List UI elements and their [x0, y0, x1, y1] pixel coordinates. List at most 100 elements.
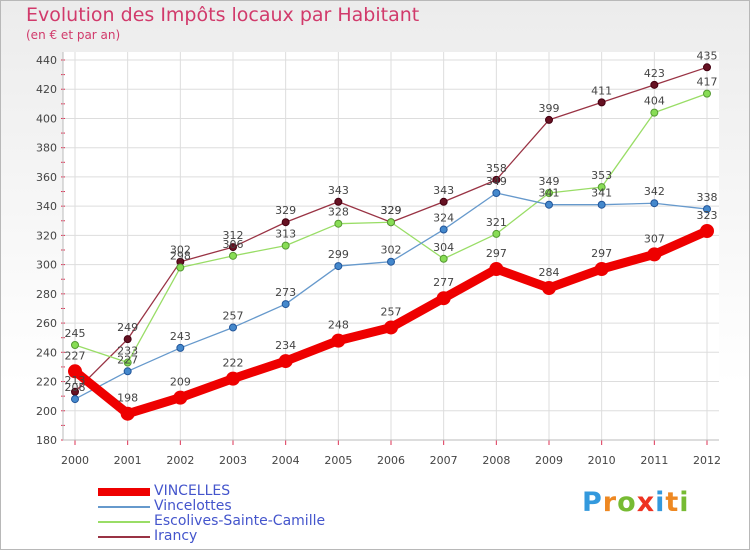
data-point — [650, 199, 659, 208]
x-tick-label: 2007 — [430, 454, 458, 467]
y-tick-label: 340 — [36, 200, 57, 213]
data-label: 404 — [644, 95, 665, 108]
data-label: 297 — [486, 247, 507, 260]
data-point — [597, 200, 606, 209]
chart-title: Evolution des Impôts locaux par Habitant — [26, 4, 420, 26]
data-point — [71, 341, 79, 349]
data-point — [71, 395, 79, 404]
data-label: 234 — [275, 339, 296, 352]
data-point — [123, 358, 132, 367]
x-tick-label: 2003 — [219, 454, 247, 467]
data-label: 213 — [65, 374, 86, 387]
legend-swatch — [98, 521, 150, 523]
x-tick-label: 2010 — [588, 454, 616, 467]
data-label: 329 — [381, 204, 402, 217]
data-label: 341 — [591, 187, 612, 200]
x-tick-label: 2009 — [535, 454, 563, 467]
legend-label: Vincelottes — [154, 498, 232, 514]
logo-letter: x — [636, 487, 656, 518]
proxiti-logo: Proxiti — [582, 487, 690, 518]
data-point — [703, 63, 711, 72]
data-point — [542, 281, 556, 295]
data-point — [545, 189, 553, 197]
data-label: 321 — [486, 216, 507, 229]
data-label: 249 — [117, 321, 138, 334]
data-point — [226, 371, 240, 386]
y-tick-label: 280 — [36, 288, 57, 301]
y-tick-label: 240 — [36, 346, 57, 359]
data-point — [703, 205, 711, 214]
data-point — [176, 263, 185, 272]
data-label: 411 — [591, 84, 612, 97]
data-point — [229, 323, 237, 332]
y-tick-label: 320 — [36, 229, 57, 242]
data-point — [492, 175, 501, 184]
data-label: 328 — [328, 206, 349, 219]
data-point — [489, 262, 504, 276]
data-label: 342 — [644, 185, 665, 198]
y-tick-label: 220 — [36, 376, 57, 389]
data-point — [436, 291, 451, 306]
data-label: 435 — [697, 49, 718, 62]
data-point — [173, 390, 188, 405]
data-point — [176, 343, 185, 352]
data-label: 257 — [381, 305, 402, 318]
logo-letter: t — [665, 487, 680, 518]
data-point — [387, 218, 395, 227]
logo-letter: r — [602, 487, 618, 518]
data-point — [492, 229, 501, 238]
data-label: 423 — [644, 67, 665, 80]
data-point — [700, 224, 714, 238]
data-point — [597, 183, 606, 192]
data-point — [334, 219, 343, 228]
data-label: 343 — [433, 184, 454, 197]
x-tick-label: 2001 — [114, 454, 142, 467]
data-point — [334, 262, 343, 271]
y-tick-label: 360 — [36, 171, 57, 184]
data-label: 284 — [539, 266, 560, 279]
y-tick-label: 200 — [36, 405, 57, 418]
data-point — [439, 197, 448, 206]
y-tick-label: 400 — [36, 112, 57, 125]
data-label: 277 — [433, 276, 454, 289]
y-tick-label: 440 — [36, 54, 57, 67]
data-label: 307 — [644, 232, 665, 245]
data-point — [545, 200, 553, 209]
data-point — [229, 243, 237, 252]
data-point — [281, 300, 290, 309]
legend-swatch — [98, 488, 150, 496]
data-label: 329 — [275, 204, 296, 217]
data-point — [594, 262, 609, 276]
legend-label: Irancy — [154, 528, 198, 544]
y-tick-label: 420 — [36, 83, 57, 96]
legend-swatch — [98, 506, 150, 508]
logo-letter: o — [617, 487, 637, 518]
data-point — [331, 333, 346, 348]
logo-letter: i — [655, 487, 666, 518]
data-label: 343 — [328, 184, 349, 197]
data-label: 399 — [539, 102, 560, 115]
y-tick-label: 260 — [36, 317, 57, 330]
data-label: 417 — [697, 76, 718, 89]
data-label: 323 — [697, 209, 718, 222]
chart-subtitle: (en € et par an) — [26, 28, 121, 42]
y-tick-label: 180 — [36, 434, 57, 447]
data-label: 349 — [486, 175, 507, 188]
data-point — [650, 80, 659, 89]
data-label: 302 — [381, 244, 402, 257]
data-label: 338 — [697, 191, 718, 204]
data-point — [68, 364, 82, 379]
data-point — [229, 251, 237, 260]
logo-letter: P — [582, 487, 603, 518]
x-tick-label: 2011 — [640, 454, 668, 467]
data-point — [650, 108, 659, 117]
data-label: 209 — [170, 376, 191, 389]
data-label: 353 — [591, 169, 612, 182]
data-label: 358 — [486, 162, 507, 175]
x-tick-label: 2008 — [482, 454, 510, 467]
data-label: 302 — [170, 244, 191, 257]
data-point — [647, 247, 662, 262]
data-label: 233 — [117, 345, 138, 358]
data-point — [439, 254, 448, 263]
